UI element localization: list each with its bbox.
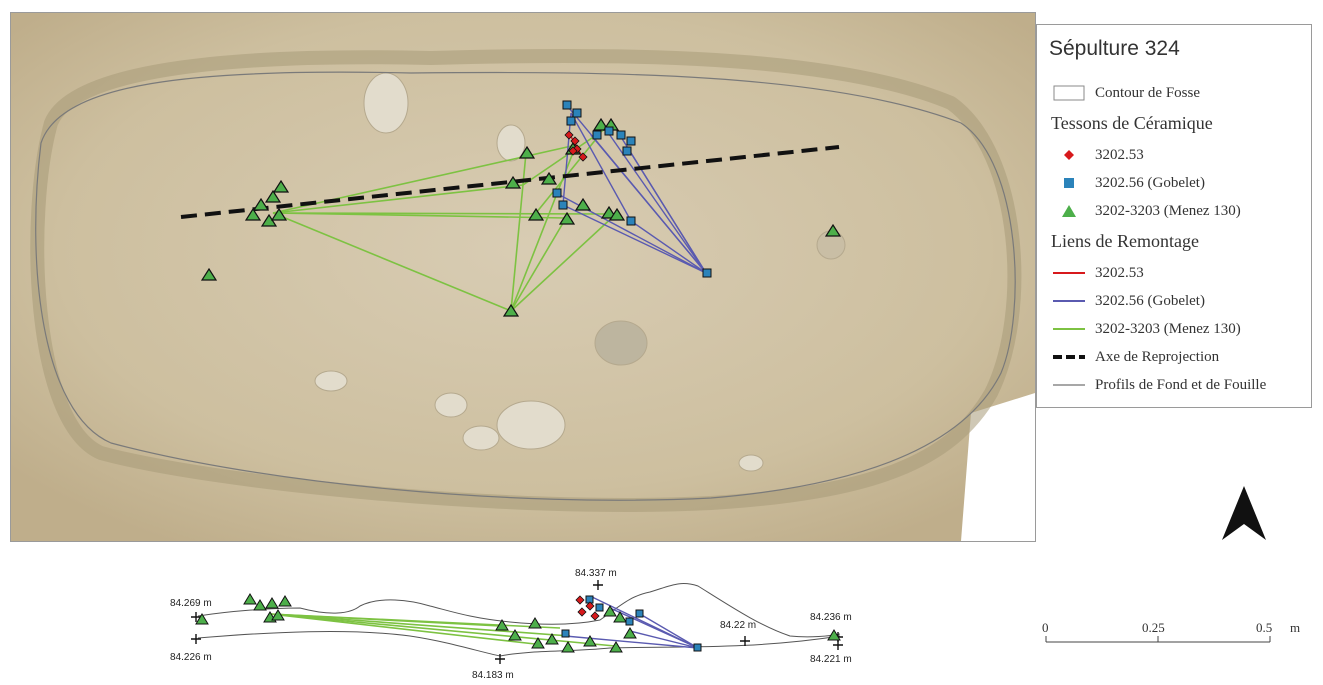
contour-fosse <box>35 71 1016 501</box>
profile-links-menez <box>269 613 616 647</box>
elevation-label: 84.236 m <box>810 612 852 623</box>
red-diamond-icon <box>1051 145 1087 165</box>
pit-rim <box>30 48 1022 512</box>
scale-tick-label: 0.25 <box>1142 620 1165 635</box>
elevation-label: 84.183 m <box>472 670 514 680</box>
scale-tick-label: 0.5 <box>1256 620 1272 635</box>
orthophoto-background <box>11 13 1035 541</box>
legend-title: Sépulture 324 <box>1049 37 1180 60</box>
stones <box>314 72 846 472</box>
legend-item-lien-3: 3202-3203 (Menez 130) <box>1051 317 1241 341</box>
legend-label-tesson-2: 3202.56 (Gobelet) <box>1095 174 1205 191</box>
profile-sherds-gobelet <box>561 595 702 652</box>
green-triangle-icon <box>1051 201 1087 221</box>
elevation-label: 84.226 m <box>170 652 212 663</box>
legend-label-lien-3: 3202-3203 (Menez 130) <box>1095 320 1241 337</box>
legend-item-tesson-1: 3202.53 <box>1051 143 1144 167</box>
legend-heading-liens: Liens de Remontage <box>1051 231 1199 251</box>
legend-heading-tessons: Tessons de Céramique <box>1051 113 1213 133</box>
legend-label-tesson-1: 3202.53 <box>1095 146 1144 163</box>
site-plan-map <box>10 12 1036 542</box>
legend-label-axe: Axe de Reprojection <box>1095 348 1220 365</box>
legend-item-axe: Axe de Reprojection <box>1051 345 1219 369</box>
map-legend: Sépulture 324 Contour de Fosse Tessons d… <box>1036 24 1312 408</box>
sherds-menez <box>200 117 842 317</box>
legend-label-lien-1: 3202.53 <box>1095 264 1144 281</box>
contour-symbol-icon <box>1051 83 1087 103</box>
elevation-label: 84.269 m <box>170 598 212 609</box>
refit-links-menez <box>272 124 617 312</box>
blue-square-icon <box>1051 173 1087 193</box>
legend-label-profils: Profils de Fond et de Fouille <box>1095 376 1267 393</box>
legend-item-profils: Profils de Fond et de Fouille <box>1051 373 1266 397</box>
legend-item-tesson-3: 3202-3203 (Menez 130) <box>1051 199 1241 223</box>
legend-label-contour: Contour de Fosse <box>1095 84 1200 101</box>
legend-item-tesson-2: 3202.56 (Gobelet) <box>1051 171 1205 195</box>
legend-item-lien-1: 3202.53 <box>1051 261 1144 285</box>
profile-links-gobelet <box>564 595 699 649</box>
sherds-3202-53 <box>564 130 588 162</box>
green-line-icon <box>1051 319 1087 339</box>
profile-benchmarks <box>191 580 843 664</box>
elevation-label: 84.22 m <box>720 620 756 631</box>
profile-sherds-3202-53 <box>575 595 600 621</box>
elevation-label: 84.337 m <box>575 568 617 579</box>
dashed-line-icon <box>1051 347 1087 367</box>
scale-unit-label: m <box>1290 620 1300 635</box>
sherds-gobelet <box>552 100 712 278</box>
reprojection-axis <box>180 145 840 219</box>
grey-line-icon <box>1051 375 1087 395</box>
blue-line-icon <box>1051 291 1087 311</box>
profile-sherds-menez <box>195 593 841 653</box>
legend-label-lien-2: 3202.56 (Gobelet) <box>1095 292 1205 309</box>
scale-bar: 0 0.25 0.5 m <box>1030 612 1320 662</box>
legend-label-tesson-3: 3202-3203 (Menez 130) <box>1095 202 1241 219</box>
scale-tick-label: 0 <box>1042 620 1049 635</box>
legend-item-contour: Contour de Fosse <box>1051 81 1200 105</box>
red-line-icon <box>1051 263 1087 283</box>
elevation-label: 84.221 m <box>810 654 852 665</box>
reprojected-profile: 84.337 m 84.269 m 84.226 m 84.22 m 84.23… <box>150 556 880 681</box>
legend-item-lien-2: 3202.56 (Gobelet) <box>1051 289 1205 313</box>
orthophoto-nodata <box>961 393 1035 541</box>
north-arrow-icon <box>1218 484 1270 542</box>
